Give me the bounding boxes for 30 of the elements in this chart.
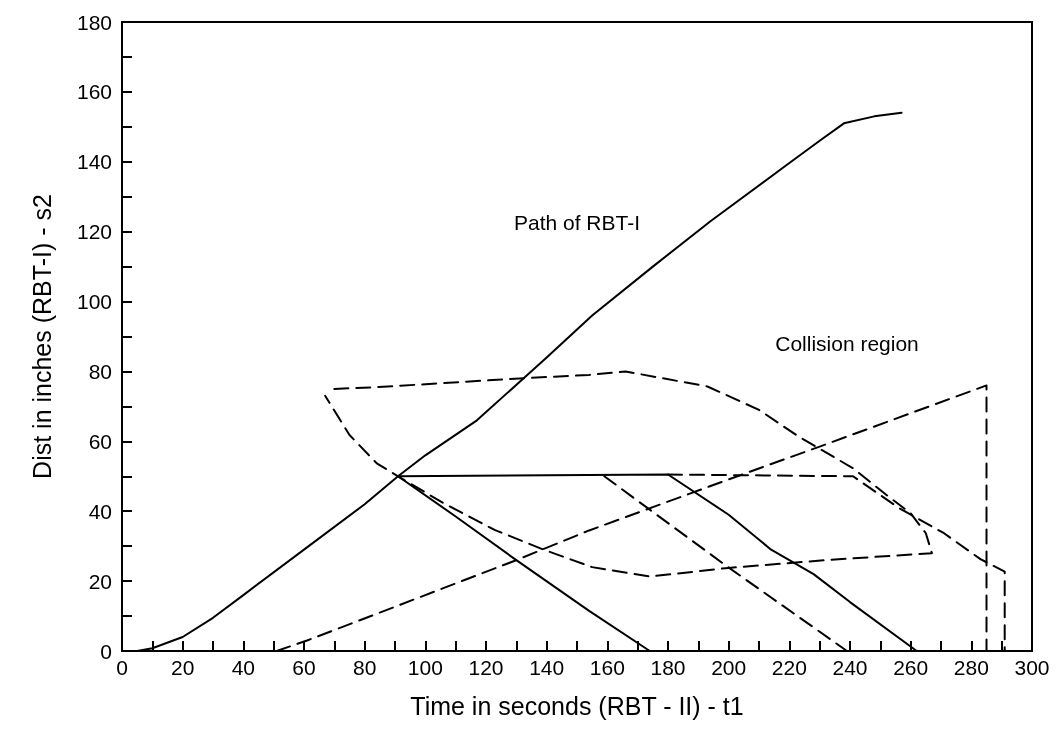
x-tick-label: 20 [170,656,195,679]
y-tick-label: 100 [76,290,112,314]
y-tick-label: 0 [100,639,112,663]
y-tick-label: 120 [76,220,112,244]
x-axis-title: Time in seconds (RBT - II) - t1 [410,691,744,720]
x-tick-label: 160 [589,656,625,679]
x-tick-label: 140 [529,656,565,679]
x-tick-label: 60 [292,656,316,679]
x-tick-label: 220 [771,656,807,679]
x-tick-label: 240 [832,656,868,679]
x-tick-label: 120 [468,656,504,679]
y-tick-label: 140 [76,150,112,174]
x-tick-label: 0 [116,656,128,679]
y-tick-label: 20 [88,569,112,593]
annotation: Path of RBT-I [513,210,641,234]
x-tick-label: 280 [953,656,989,679]
y-tick-label: 160 [76,80,112,104]
x-tick-label: 200 [711,656,747,679]
x-tick-label: 300 [1014,656,1050,679]
y-tick-label: 80 [88,359,112,383]
y-tick-label: 60 [88,429,112,453]
x-tick-label: 180 [650,656,686,679]
annotation: Collision region [775,331,919,355]
x-tick-label: 100 [407,656,443,679]
y-tick-label: 40 [88,499,112,523]
x-tick-label: 260 [893,656,929,679]
x-tick-label: 40 [231,656,256,679]
x-tick-label: 80 [352,656,377,679]
y-axis-title: Dist in inches (RBT-I) - s2 [27,194,56,479]
y-tick-label: 180 [76,10,112,34]
